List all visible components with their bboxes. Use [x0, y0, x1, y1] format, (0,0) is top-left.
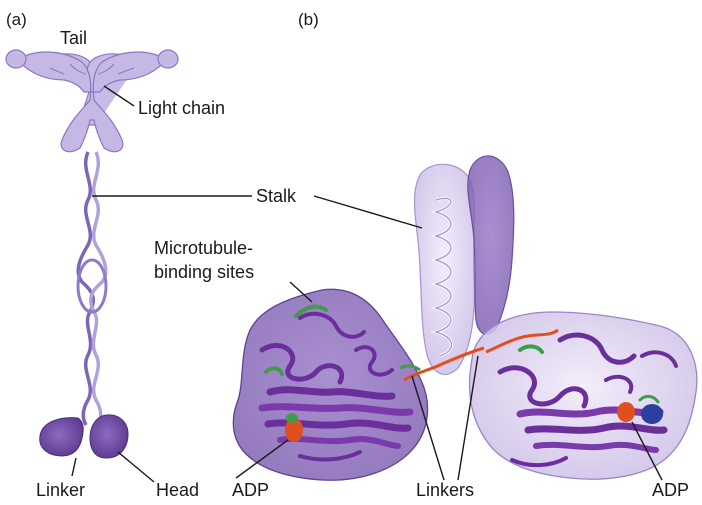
adp-left-label: ADP: [232, 480, 269, 500]
leader-lines: [71, 85, 663, 483]
microtubule-label-line2: binding sites: [154, 262, 254, 282]
adp-right-site: [617, 402, 663, 424]
tail-region: [5, 49, 179, 153]
left-head-surface: [232, 288, 429, 481]
right-head: [89, 414, 129, 459]
coiled-stalk: [76, 151, 108, 426]
adp-left-site: [285, 413, 303, 442]
kinesin-schematic: [5, 49, 179, 459]
microtubule-label-line1: Microtubule-: [154, 238, 253, 258]
kinesin-3d-structure: [232, 155, 698, 481]
tail-right-knob: [157, 49, 179, 69]
stalk-surface-light: [413, 163, 475, 375]
tail-left-knob: [5, 49, 27, 69]
head-label: Head: [156, 480, 199, 500]
linkers-label: Linkers: [416, 480, 474, 500]
linker-green: [399, 364, 421, 372]
stalk-label: Stalk: [256, 186, 297, 206]
panel-a-label: (a): [6, 10, 27, 29]
left-head: [39, 417, 84, 457]
linker-orange-1: [403, 346, 485, 382]
adp-right-label: ADP: [652, 480, 689, 500]
stalk-hinge-loop: [76, 258, 108, 314]
light-chain-label: Light chain: [138, 98, 225, 118]
panel-b-label: (b): [298, 10, 319, 29]
stalk-surface-purple: [467, 155, 515, 335]
linker-orange-2: [485, 328, 559, 354]
tail-label: Tail: [60, 28, 87, 48]
motor-heads: [39, 414, 129, 459]
linker-label: Linker: [36, 480, 85, 500]
